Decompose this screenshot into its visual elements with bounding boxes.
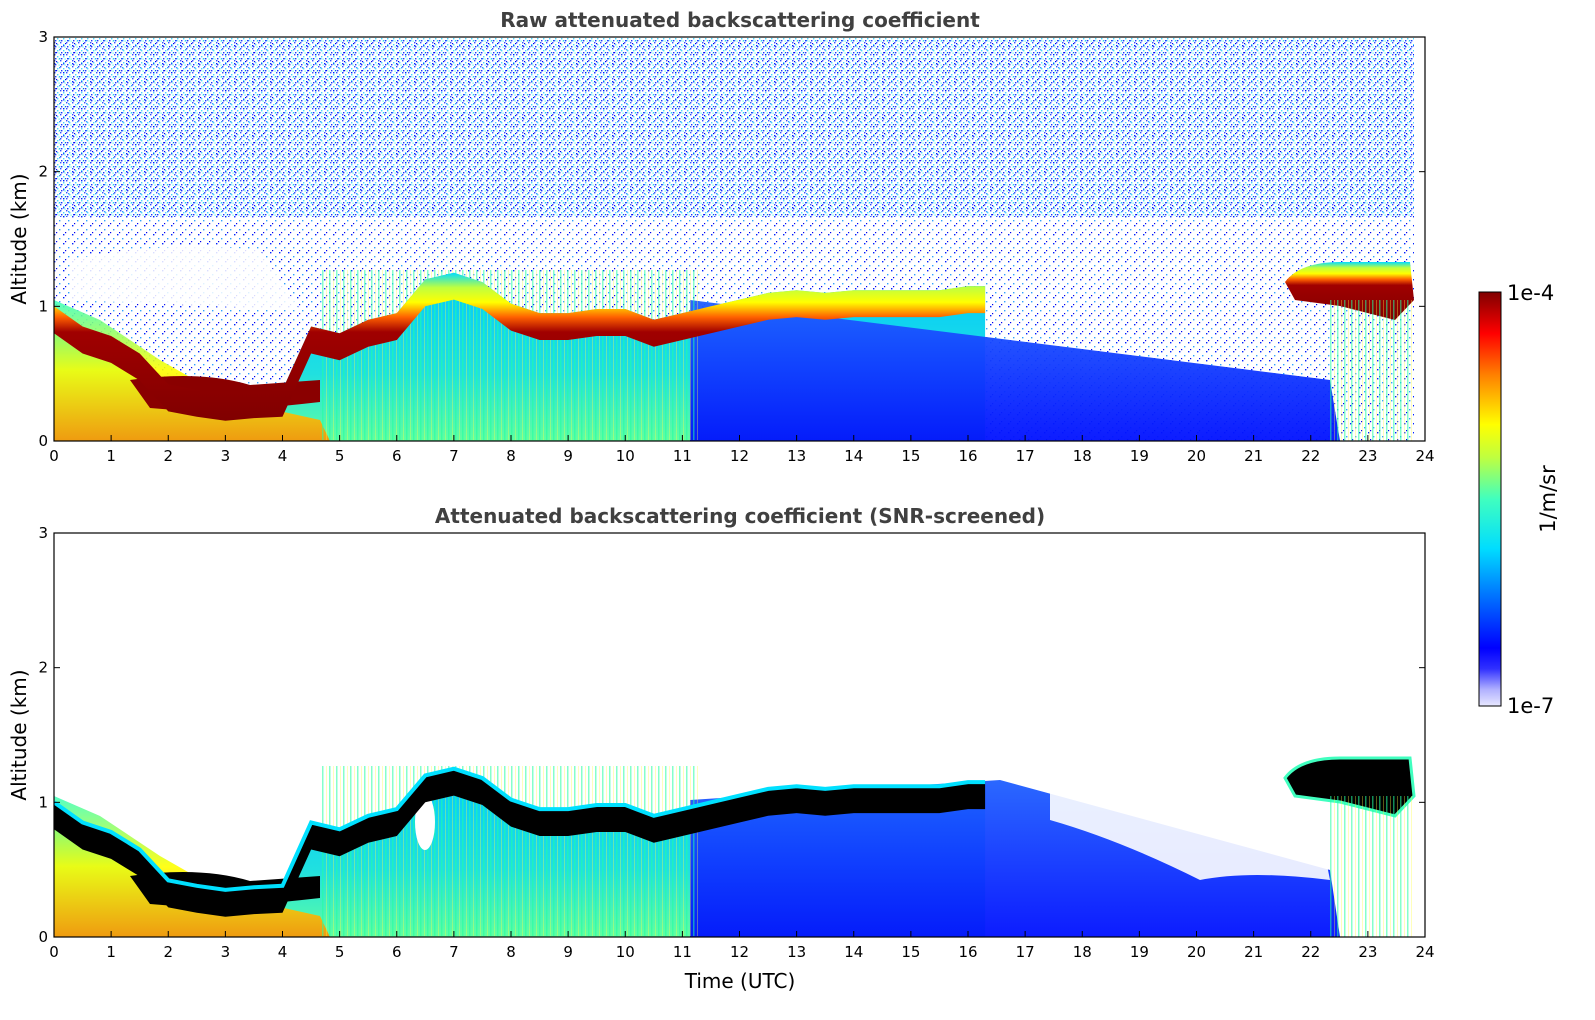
x-tick-label: 4 — [278, 943, 288, 961]
panel-raw-ticks: 0 1 2 3 4 5 6 7 8 9 10 11 12 13 14 15 16 17 18 19 20 21 22 23 24… — [38, 28, 1434, 465]
x-tick-label: 14 — [844, 447, 863, 465]
x-tick-label: 9 — [563, 447, 573, 465]
panel-raw-title: Raw attenuated backscattering coefficien… — [500, 8, 980, 32]
y-tick-label: 3 — [38, 524, 48, 542]
panel-screened-title: Attenuated backscattering coefficient (S… — [435, 504, 1045, 528]
y-tick-label: 3 — [38, 28, 48, 46]
colorbar-min-label: 1e-7 — [1507, 694, 1554, 718]
x-tick-label: 3 — [221, 447, 231, 465]
x-tick-label: 13 — [787, 447, 806, 465]
x-tick-label: 10 — [616, 943, 635, 961]
x-tick-label: 22 — [1301, 943, 1320, 961]
screened-gap-1 — [195, 846, 235, 864]
screened-clear-region — [1050, 782, 1330, 880]
panel-screened: Attenuated backscattering coefficient (S… — [7, 504, 1435, 993]
panel-raw-heatmap — [54, 37, 1414, 441]
x-tick-label: 0 — [49, 943, 59, 961]
x-tick-label: 10 — [616, 447, 635, 465]
colorbar-unit-label: 1/m/sr — [1536, 465, 1560, 533]
x-tick-label: 18 — [1073, 447, 1092, 465]
y-tick-label: 0 — [38, 432, 48, 450]
x-tick-label: 4 — [278, 447, 288, 465]
colorbar-gradient — [1478, 291, 1502, 707]
x-tick-label: 2 — [163, 447, 173, 465]
x-tick-label: 19 — [1130, 447, 1149, 465]
screened-afternoon-blue — [690, 780, 1340, 937]
screened-streaks — [320, 766, 700, 936]
x-tick-label: 16 — [958, 447, 977, 465]
screened-evening-streaks — [1330, 796, 1414, 937]
x-tick-label: 24 — [1415, 943, 1434, 961]
x-tick-label: 21 — [1244, 943, 1263, 961]
x-tick-label: 14 — [844, 943, 863, 961]
raw-layer-top — [54, 272, 986, 421]
panel-raw-ylabel: Altitude (km) — [7, 173, 31, 304]
panel-screened-heatmap — [54, 533, 1425, 937]
y-tick-label: 2 — [38, 659, 48, 677]
x-tick-label: 12 — [730, 447, 749, 465]
x-tick-label: 5 — [335, 447, 345, 465]
x-tick-label: 23 — [1358, 943, 1377, 961]
x-tick-label: 18 — [1073, 943, 1092, 961]
x-tick-label: 2 — [163, 943, 173, 961]
x-tick-label: 3 — [221, 943, 231, 961]
x-tick-label: 16 — [958, 943, 977, 961]
x-tick-label: 15 — [901, 943, 920, 961]
x-tick-label: 23 — [1358, 447, 1377, 465]
x-tick-label: 1 — [106, 943, 116, 961]
screened-early-surface-layer — [54, 796, 330, 937]
y-tick-label: 1 — [38, 793, 48, 811]
x-tick-label: 0 — [49, 447, 59, 465]
x-tick-label: 17 — [1016, 943, 1035, 961]
panel-screened-ticks: 0 1 2 3 4 5 6 7 8 9 10 11 12 13 14 15 16 17 18 19 20 21 22 23 24… — [38, 524, 1434, 961]
raw-evening-streaks — [1330, 300, 1414, 441]
x-tick-label: 20 — [1187, 943, 1206, 961]
x-tick-label: 8 — [506, 447, 516, 465]
x-tick-label: 22 — [1301, 447, 1320, 465]
x-tick-label: 19 — [1130, 943, 1149, 961]
y-tick-label: 2 — [38, 163, 48, 181]
raw-clear-patch — [70, 246, 300, 310]
x-tick-label: 20 — [1187, 447, 1206, 465]
x-tick-label: 12 — [730, 943, 749, 961]
y-tick-label: 0 — [38, 928, 48, 946]
raw-streaks — [320, 270, 700, 440]
x-tick-label: 21 — [1244, 447, 1263, 465]
x-tick-label: 5 — [335, 943, 345, 961]
x-tick-label: 7 — [449, 447, 459, 465]
x-tick-label: 11 — [673, 943, 692, 961]
panel-screened-xlabel: Time (UTC) — [684, 969, 796, 993]
raw-afternoon-blue — [690, 300, 1340, 441]
x-tick-label: 1 — [106, 447, 116, 465]
panel-screened-ylabel: Altitude (km) — [7, 669, 31, 800]
raw-noise-top — [54, 37, 1414, 217]
screened-layer-edge — [54, 766, 986, 892]
x-tick-label: 6 — [392, 447, 402, 465]
x-tick-label: 9 — [563, 943, 573, 961]
x-tick-label: 13 — [787, 943, 806, 961]
screened-gap-2 — [249, 847, 281, 863]
x-tick-label: 15 — [901, 447, 920, 465]
colorbar-max-label: 1e-4 — [1507, 281, 1554, 305]
raw-early-surface-layer — [54, 300, 330, 441]
x-tick-label: 7 — [449, 943, 459, 961]
x-tick-label: 8 — [506, 943, 516, 961]
y-tick-label: 1 — [38, 297, 48, 315]
x-tick-label: 17 — [1016, 447, 1035, 465]
colorbar: 1e-4 1e-7 1/m/sr — [1478, 281, 1560, 718]
x-tick-label: 24 — [1415, 447, 1434, 465]
x-tick-label: 6 — [392, 943, 402, 961]
x-tick-label: 11 — [673, 447, 692, 465]
panel-raw: Raw attenuated backscattering coefficien… — [7, 8, 1435, 465]
